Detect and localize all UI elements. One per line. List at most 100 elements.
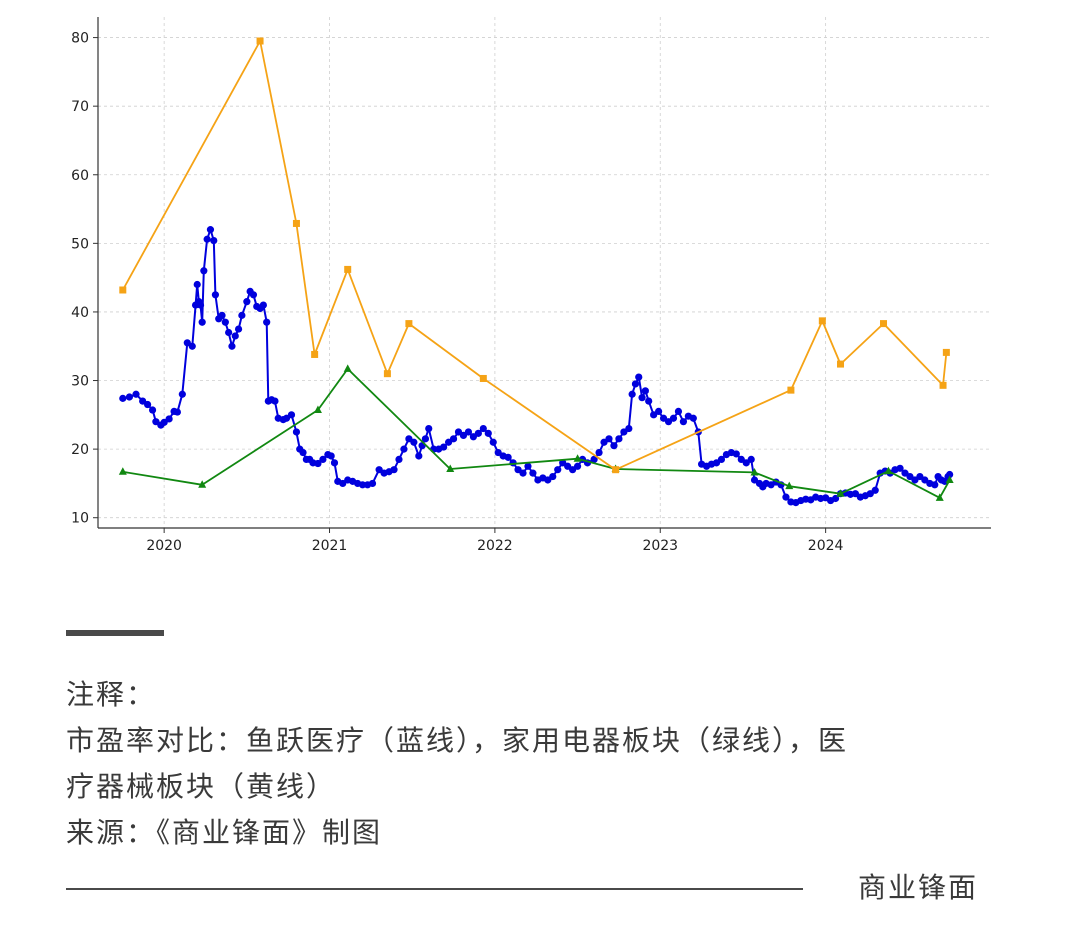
yellow-series-line — [122, 40, 948, 471]
data-point — [645, 397, 653, 405]
chart-series — [118, 37, 954, 507]
data-point — [785, 481, 794, 490]
data-point — [314, 459, 322, 468]
data-point — [173, 408, 181, 416]
data-point — [489, 438, 497, 446]
data-point — [884, 466, 893, 475]
data-point — [193, 280, 201, 289]
data-point — [655, 407, 663, 415]
data-point — [732, 450, 740, 458]
blue-series — [119, 226, 954, 507]
data-point — [200, 267, 208, 275]
data-point — [590, 455, 598, 464]
x-tick-label: 2022 — [477, 538, 513, 554]
data-point — [178, 390, 186, 398]
data-point — [198, 318, 206, 326]
x-tick-label: 2021 — [312, 538, 348, 554]
data-point — [935, 493, 944, 501]
data-point — [203, 235, 211, 243]
data-point — [612, 466, 620, 474]
data-point — [125, 393, 134, 401]
brand-name: 商业锋面 — [858, 871, 979, 904]
data-point — [299, 448, 307, 457]
data-point — [188, 342, 196, 350]
data-point — [449, 435, 458, 443]
data-point — [554, 466, 562, 474]
data-point — [479, 374, 487, 382]
chart-grid — [98, 17, 991, 528]
data-point — [880, 320, 888, 328]
data-point — [132, 390, 140, 398]
data-point — [931, 481, 939, 489]
data-point — [313, 405, 322, 414]
data-point — [625, 424, 633, 433]
data-point — [383, 370, 391, 378]
data-point — [311, 350, 319, 358]
data-point — [218, 311, 226, 319]
data-point — [440, 443, 448, 451]
data-point — [119, 394, 127, 402]
x-tick-label: 2024 — [808, 538, 844, 554]
data-point — [148, 406, 157, 414]
data-point — [871, 486, 879, 494]
chart-axes: 10 20 30 40 50 60 70 80 2020 2021 2022 2023 2024 — [71, 17, 991, 554]
data-point — [358, 481, 367, 489]
yellow-series — [119, 37, 950, 474]
data-point — [165, 415, 173, 423]
y-tick-label: 60 — [71, 168, 89, 184]
data-point — [787, 386, 795, 394]
data-point — [425, 424, 433, 433]
y-tick-label: 40 — [71, 305, 89, 321]
data-point — [836, 489, 845, 497]
data-point — [198, 480, 207, 488]
data-point — [292, 219, 300, 227]
data-point — [221, 318, 229, 326]
section-divider — [66, 630, 164, 636]
data-point — [689, 414, 697, 422]
data-point — [529, 469, 537, 477]
data-point — [263, 318, 271, 326]
data-point — [573, 454, 582, 462]
data-point — [327, 452, 335, 460]
data-point — [225, 328, 233, 337]
data-point — [679, 418, 688, 426]
data-point — [292, 428, 301, 436]
x-tick-label: 2023 — [642, 538, 678, 554]
data-point — [605, 435, 613, 443]
data-point — [390, 466, 398, 474]
data-point — [196, 301, 205, 309]
notes-description-line1: 市盈率对比：鱼跃医疗（蓝线），家用电器板块（绿线），医 — [66, 724, 849, 757]
data-point — [837, 360, 845, 368]
data-point — [243, 298, 251, 306]
data-point — [610, 442, 618, 450]
data-point — [287, 411, 296, 419]
data-point — [945, 475, 954, 483]
y-tick-label: 30 — [71, 374, 89, 390]
data-point — [942, 348, 950, 356]
data-point — [330, 459, 339, 467]
data-point — [818, 317, 826, 325]
y-tick-label: 20 — [71, 442, 89, 458]
data-point — [319, 455, 327, 464]
data-point — [635, 373, 643, 381]
data-point — [747, 455, 755, 464]
data-point — [231, 332, 239, 340]
data-point — [484, 429, 492, 437]
data-point — [782, 493, 790, 501]
data-point — [400, 445, 408, 453]
data-point — [446, 464, 455, 473]
data-point — [421, 435, 430, 443]
data-point — [595, 448, 603, 457]
data-point — [238, 311, 246, 319]
data-point — [638, 394, 646, 402]
footer-rule — [66, 888, 803, 890]
data-point — [717, 455, 726, 464]
data-point — [405, 320, 413, 328]
y-tick-label: 70 — [71, 99, 89, 115]
data-point — [206, 226, 215, 234]
data-point — [271, 397, 279, 405]
data-point — [474, 429, 482, 437]
y-tick-label: 80 — [71, 31, 89, 47]
data-point — [344, 265, 352, 273]
data-point — [628, 390, 636, 398]
